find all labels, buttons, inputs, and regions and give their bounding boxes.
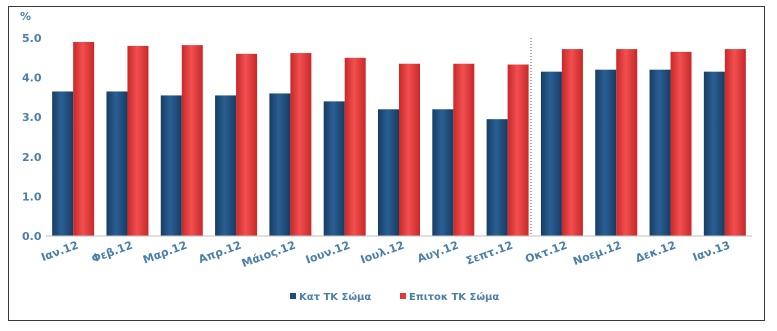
y-tick-label: 1.0 (22, 190, 42, 203)
blue-bar (106, 91, 128, 237)
blue-bar (269, 93, 291, 236)
blue-bar (540, 71, 562, 236)
red-bar (73, 41, 95, 237)
y-tick-label: 4.0 (22, 72, 42, 85)
x-tick-label: Δεκ.12 (634, 239, 678, 266)
x-tick-label: Μάιος.12 (240, 239, 297, 270)
red-bar (670, 51, 692, 236)
blue-bar (215, 95, 237, 236)
legend-swatch (400, 293, 406, 299)
legend: Κατ ΤΚ Σώμα Επιτοκ ΤΚ Σώμα (290, 291, 499, 303)
x-tick-label: Ιουλ.12 (359, 239, 406, 267)
legend-label: Κατ ΤΚ Σώμα (299, 291, 371, 303)
x-tick-label: Αυγ.12 (416, 239, 461, 266)
red-bar (344, 57, 366, 236)
red-bar (724, 49, 746, 237)
blue-bar (323, 101, 345, 236)
x-tick-label: Ιουν.12 (304, 239, 352, 267)
red-bar (236, 53, 258, 237)
blue-bar (52, 91, 74, 237)
blue-bar (703, 71, 725, 236)
x-tick-label: Απρ.12 (197, 239, 243, 266)
x-tick-label: Ιαν.12 (39, 239, 80, 264)
blue-bar (649, 69, 671, 237)
x-tick-label: Μαρ.12 (141, 239, 189, 267)
red-bar (181, 45, 203, 237)
blue-bar (160, 95, 182, 236)
bars-group (52, 41, 746, 237)
x-tick-label: Οκτ.12 (523, 239, 568, 266)
red-bar (399, 63, 420, 236)
y-tick-label: 5.0 (22, 32, 42, 45)
blue-bar (378, 109, 399, 236)
legend-label: Επιτοκ ΤΚ Σώμα (409, 291, 499, 303)
x-tick-label: Φεβ.12 (90, 239, 135, 266)
legend-swatch (290, 293, 296, 299)
y-tick-label: 3.0 (22, 111, 42, 124)
blue-bar (486, 119, 508, 236)
red-bar (561, 49, 583, 237)
red-bar (453, 63, 475, 236)
y-tick-label: 2.0 (22, 151, 42, 164)
red-bar (127, 45, 149, 236)
x-tick-label: Νοεμ.12 (571, 239, 623, 268)
x-tick-label: Ιαν.13 (691, 239, 732, 264)
red-bar (616, 49, 638, 237)
red-bar (507, 64, 529, 236)
x-tick-label: Σεπτ.12 (464, 239, 514, 268)
y-unit-label: % (20, 10, 31, 23)
red-bar (290, 53, 312, 236)
blue-bar (432, 109, 454, 236)
blue-bar (595, 69, 617, 237)
y-axis: 0.0 1.0 2.0 3.0 4.0 5.0 (22, 32, 42, 243)
y-tick-label: 0.0 (22, 230, 42, 243)
